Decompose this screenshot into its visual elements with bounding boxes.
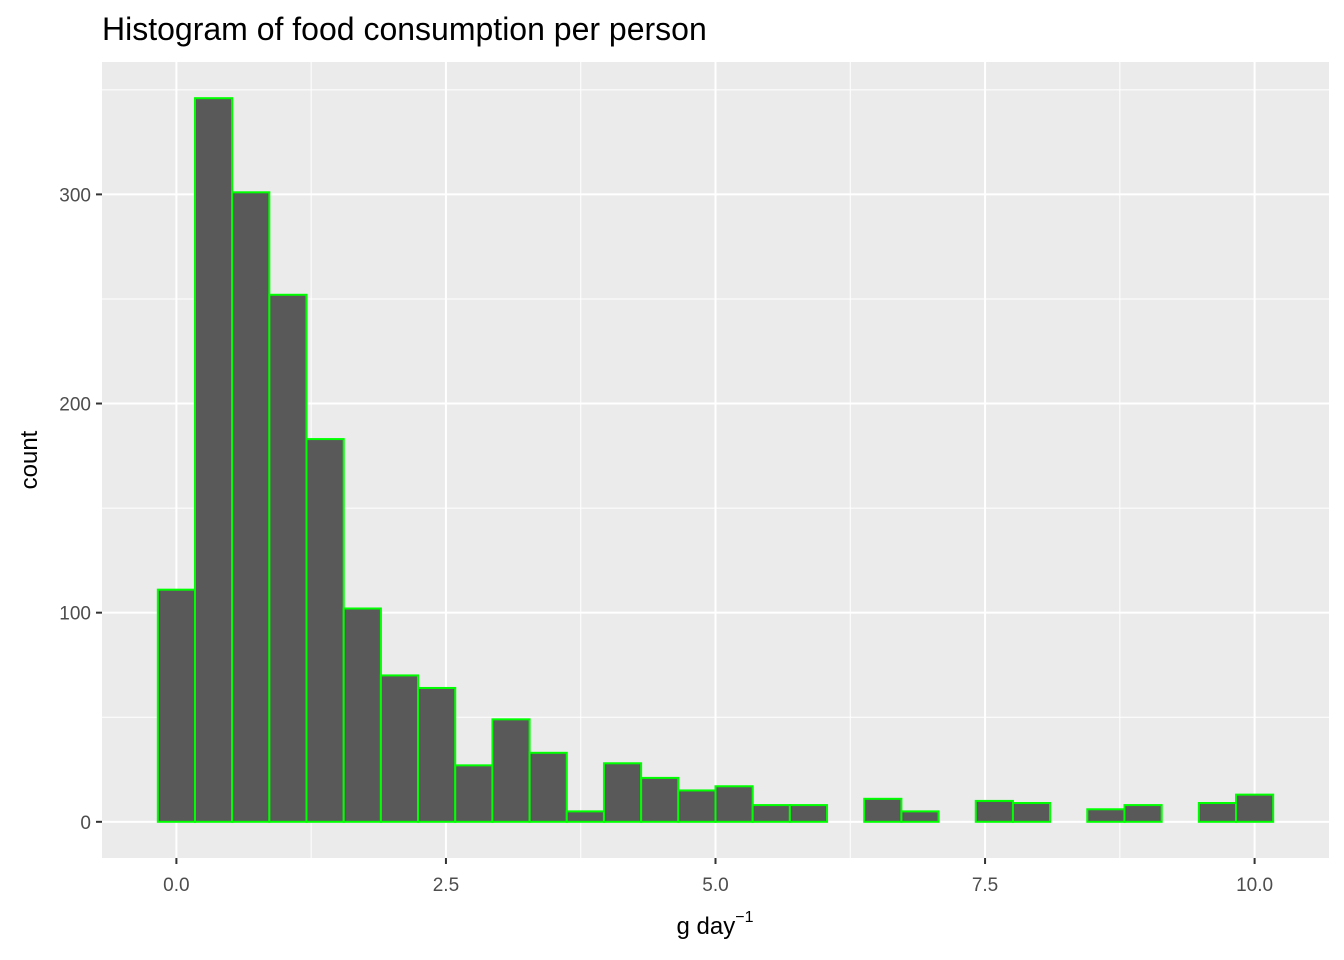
histogram-bar [751, 804, 791, 823]
histogram-bar [1197, 801, 1238, 823]
x-tick-label: 2.5 [433, 875, 459, 896]
histogram-bar [379, 674, 420, 823]
x-axis-title-superscript: −1 [735, 909, 753, 926]
histogram-bar [417, 686, 457, 823]
histogram-bar [602, 762, 643, 823]
histogram-bar [491, 718, 531, 823]
x-tick-label: 7.5 [972, 875, 998, 896]
x-tick-label: 10.0 [1236, 875, 1273, 896]
histogram-bar [193, 97, 234, 823]
histogram-bar [231, 191, 271, 823]
histogram-bar [454, 764, 494, 823]
histogram-bar [863, 797, 903, 823]
histogram-bar [788, 804, 829, 823]
histogram-bars [156, 97, 1275, 823]
x-axis-title-base: g day [677, 913, 736, 940]
histogram-bar [974, 799, 1014, 823]
histogram-bar [714, 785, 754, 823]
histogram-bar [1011, 801, 1052, 823]
histogram-bar [1086, 808, 1126, 823]
histogram-bar [268, 293, 308, 823]
chart-title: Histogram of food consumption per person [102, 11, 707, 47]
histogram-bar [342, 607, 382, 823]
x-tick-label: 5.0 [702, 875, 728, 896]
histogram-bar [156, 588, 196, 823]
histogram-bar [1123, 804, 1163, 823]
histogram-bar [677, 789, 717, 823]
histogram-bar [640, 776, 680, 823]
y-tick-label: 0 [80, 813, 91, 834]
y-tick-label: 200 [59, 395, 91, 416]
x-axis: 0.0 2.5 5.0 7.5 10.0 [163, 858, 1273, 896]
y-axis-title: count [16, 430, 43, 489]
histogram-bar [528, 751, 568, 823]
y-axis: 0 100 200 300 [59, 185, 102, 834]
histogram-bar [900, 810, 940, 823]
y-tick-label: 100 [59, 604, 91, 625]
histogram-bar [305, 438, 345, 823]
x-axis-title: g day−1 [677, 909, 754, 940]
x-tick-label: 0.0 [163, 875, 189, 896]
histogram-bar [565, 810, 605, 823]
y-tick-label: 300 [59, 185, 91, 206]
histogram-bar [1235, 793, 1275, 823]
